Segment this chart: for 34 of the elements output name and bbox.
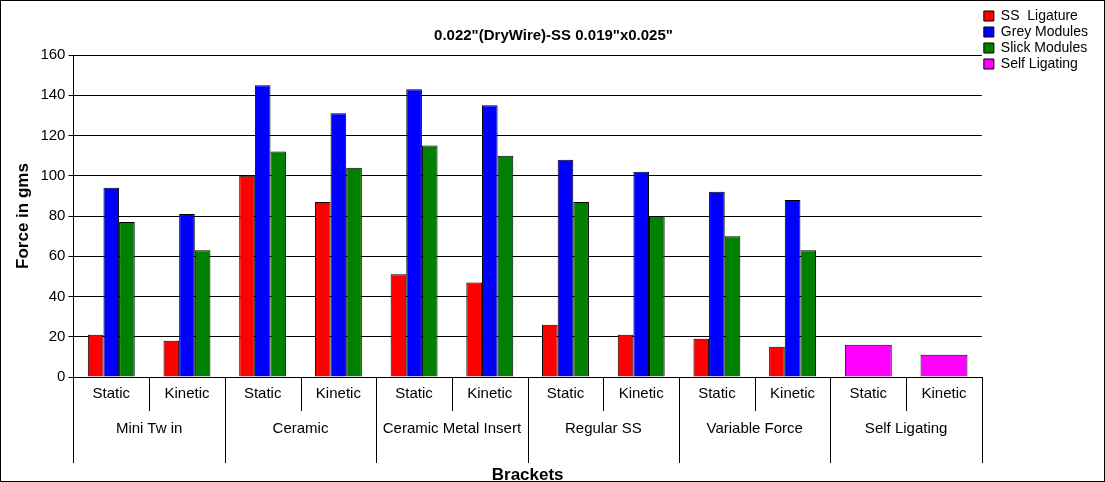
- x-axis-title: Brackets: [491, 464, 564, 482]
- x-tick-label: Kinetic: [164, 384, 210, 402]
- x-tick-label: Static: [546, 384, 585, 402]
- x-tick-label: Static: [395, 384, 434, 402]
- y-tick-label: 80: [48, 206, 66, 224]
- y-tick-label: 120: [40, 125, 66, 143]
- legend-label: Grey Modules: [1000, 22, 1089, 39]
- y-tick-label: 20: [48, 326, 66, 344]
- x-tick-label: Kinetic: [618, 384, 665, 402]
- x-tick-label: Static: [698, 384, 737, 402]
- y-tick-label: 60: [48, 246, 66, 264]
- y-tick-label: 40: [48, 286, 66, 304]
- text: Variable Force: [706, 419, 803, 437]
- x-tick-label: Kinetic: [921, 384, 968, 402]
- text: Mini Tw in: [115, 419, 183, 437]
- text: Ceramic: [272, 419, 329, 437]
- y-tick-label: 100: [40, 165, 66, 183]
- x-tick-label: Kinetic: [315, 384, 362, 402]
- legend-label: Slick Modules: [1000, 38, 1088, 55]
- text: Regular SS: [564, 419, 642, 437]
- legend-label: SS Ligature: [1000, 6, 1079, 23]
- y-tick-label: 0: [57, 367, 66, 385]
- y-tick-label: 160: [40, 45, 66, 63]
- y-axis-title: Force in gms: [12, 163, 32, 269]
- x-tick-label: Static: [849, 384, 888, 402]
- text: Ceramic Metal Insert: [382, 419, 522, 437]
- x-tick-label: Static: [92, 384, 131, 402]
- legend-label: Self Ligating: [1000, 54, 1078, 71]
- chart-title: 0.022"(DryWire)-SS 0.019"x0.025": [434, 26, 673, 44]
- x-tick-label: Kinetic: [770, 384, 816, 402]
- x-tick-label: Static: [243, 384, 282, 402]
- text: Self Ligating: [864, 419, 948, 437]
- x-tick-label: Kinetic: [467, 384, 513, 402]
- y-tick-label: 140: [40, 85, 66, 103]
